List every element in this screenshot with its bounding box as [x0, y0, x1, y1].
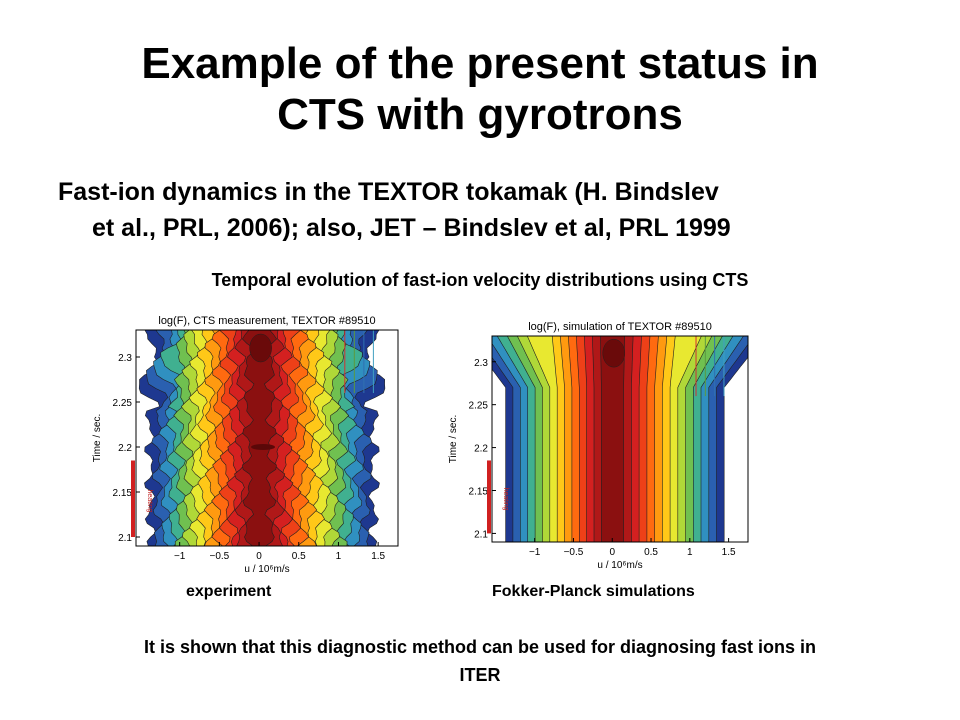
core-peak — [602, 338, 626, 368]
y-tick-label: 2.1 — [118, 533, 132, 544]
x-tick-label: 0 — [609, 547, 615, 558]
slide-subtitle: Fast-ion dynamics in the TEXTOR tokamak … — [58, 174, 918, 246]
y-tick-label: 2.2 — [474, 444, 488, 455]
x-tick-label: 1 — [336, 551, 342, 562]
heating-bar — [487, 460, 491, 534]
core-streak — [251, 444, 276, 450]
plot-title: log(F), CTS measurement, TEXTOR #89510 — [158, 315, 375, 327]
x-tick-label: −1 — [174, 551, 186, 562]
y-tick-label: 2.2 — [118, 443, 132, 454]
x-tick-label: 0.5 — [292, 551, 306, 562]
x-tick-label: −0.5 — [209, 551, 229, 562]
figure-caption: Temporal evolution of fast-ion velocity … — [211, 270, 749, 290]
plot-title: log(F), simulation of TEXTOR #89510 — [528, 321, 712, 333]
heating-label: heating — [146, 490, 153, 513]
x-tick-label: 0.5 — [644, 547, 658, 558]
x-tick-label: 1.5 — [371, 551, 385, 562]
subtitle-line-1: Fast-ion dynamics in the TEXTOR tokamak … — [58, 178, 719, 206]
y-tick-label: 2.15 — [469, 487, 489, 498]
slide-title-line-2: CTS with gyrotrons — [277, 90, 683, 139]
experiment-contour-plot: log(F), CTS measurement, TEXTOR #89510 −1… — [92, 315, 399, 575]
y-tick-label: 2.1 — [474, 529, 488, 540]
y-axis-label: Time / sec. — [92, 414, 103, 463]
subtitle-line-2: et al., PRL, 2006); also, JET – Bindslev… — [92, 214, 731, 242]
conclusion-line-2: ITER — [459, 665, 501, 685]
slide-title-line-1: Example of the present status in — [141, 39, 819, 88]
x-tick-label: 1 — [687, 547, 693, 558]
experiment-label: experiment — [186, 583, 272, 600]
x-axis-label: u / 10⁶m/s — [597, 560, 642, 571]
slide-title: Example of the present status in CTS wit… — [0, 38, 960, 140]
x-tick-label: 0 — [256, 551, 262, 562]
contour-bands — [136, 330, 398, 546]
y-tick-label: 2.3 — [474, 358, 488, 369]
heating-bar — [131, 460, 135, 537]
contour-band-1 — [242, 330, 277, 546]
y-tick-label: 2.3 — [118, 353, 132, 364]
heating-label: heating — [502, 488, 509, 511]
y-tick-label: 2.25 — [469, 401, 489, 412]
simulation-label: Fokker-Planck simulations — [492, 583, 695, 600]
x-tick-label: 1.5 — [722, 547, 736, 558]
plot-frame — [491, 335, 749, 543]
y-tick-label: 2.15 — [113, 488, 133, 499]
experiment-plot-panel: log(F), CTS measurement, TEXTOR #89510 −1… — [78, 300, 408, 580]
y-tick-label: 2.25 — [113, 398, 133, 409]
simulation-plot-panel: log(F), simulation of TEXTOR #89510 −1 −0.… — [438, 310, 758, 578]
x-axis-label: u / 10⁶m/s — [244, 564, 289, 575]
x-tick-label: −0.5 — [564, 547, 584, 558]
plot-frame — [135, 329, 399, 547]
contour-bands — [492, 336, 748, 542]
conclusion-text: It is shown that this diagnostic method … — [20, 633, 940, 689]
contour-band-1 — [600, 336, 626, 542]
simulation-contour-plot: log(F), simulation of TEXTOR #89510 −1 −0.… — [448, 321, 749, 571]
x-tick-label: −1 — [529, 547, 541, 558]
core-peak — [249, 333, 272, 363]
conclusion-line-1: It is shown that this diagnostic method … — [143, 637, 817, 657]
y-axis-label: Time / sec. — [448, 415, 459, 464]
